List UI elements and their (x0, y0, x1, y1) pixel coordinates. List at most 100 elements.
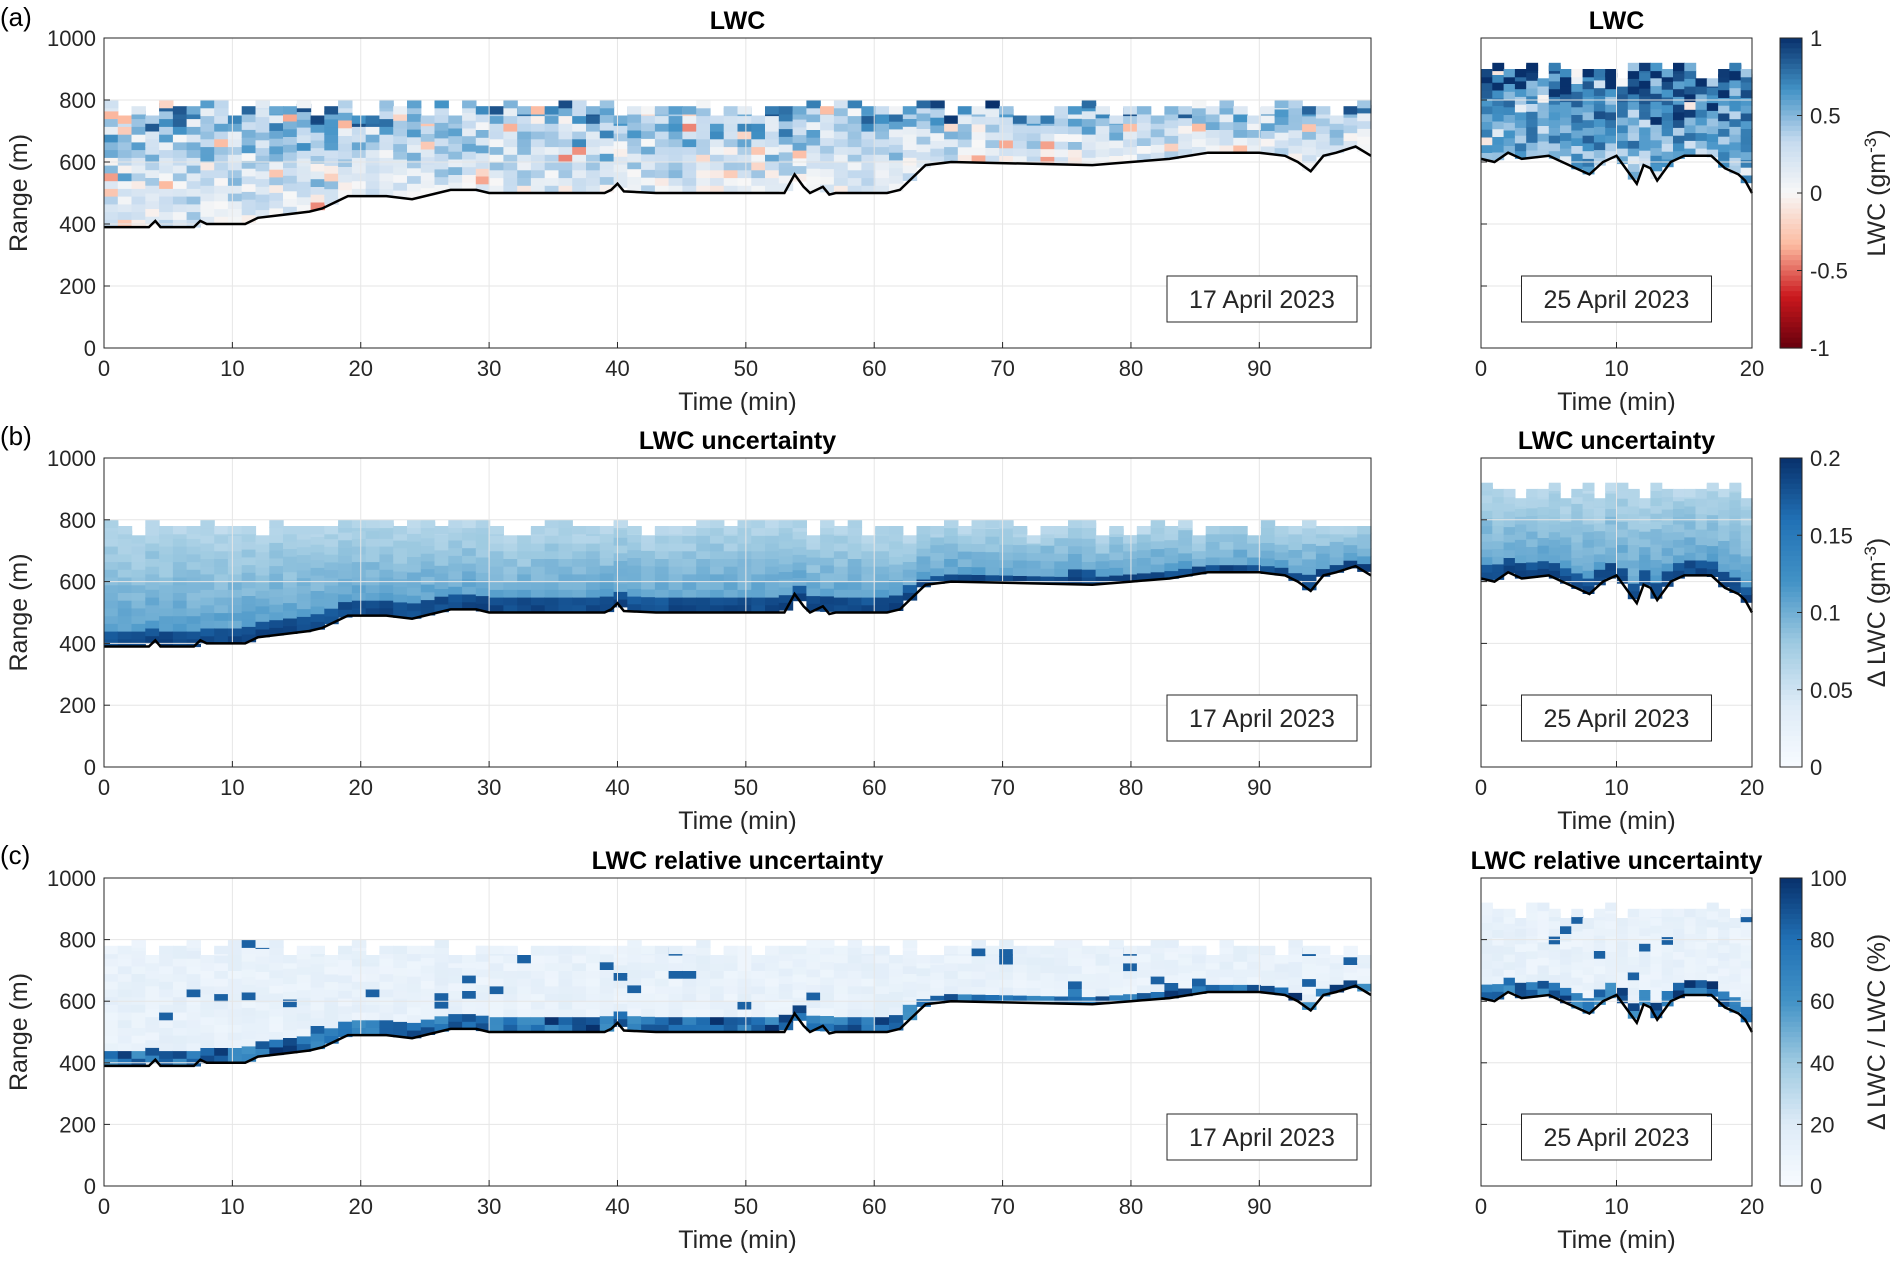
heatmap-cell (227, 978, 243, 987)
heatmap-cell (1627, 109, 1640, 118)
heatmap-cell (489, 169, 504, 179)
heatmap-cell (145, 1039, 160, 1048)
heatmap-cell (1343, 945, 1358, 955)
heatmap-cell (930, 140, 945, 149)
heatmap-cell (971, 528, 986, 537)
heatmap-cell (1136, 945, 1152, 955)
heatmap-cell (1054, 949, 1069, 958)
heatmap-cell (214, 945, 229, 955)
heatmap-cell (792, 966, 807, 975)
heatmap-cell (1571, 541, 1584, 551)
heatmap-cell (820, 992, 835, 1001)
heatmap-cell (1661, 127, 1674, 137)
heatmap-cell (186, 553, 201, 563)
heatmap-cell (806, 160, 821, 169)
heatmap-cell (875, 138, 890, 148)
heatmap-cell (1650, 528, 1663, 537)
heatmap-cell (420, 164, 436, 173)
heatmap-cell (710, 993, 725, 1002)
heatmap-cell (544, 558, 560, 567)
heatmap-cell (696, 947, 711, 956)
heatmap-cell (833, 154, 849, 163)
heatmap-cell (765, 146, 780, 155)
heatmap-cell (1582, 166, 1595, 175)
heatmap-cell (255, 963, 270, 972)
heatmap-cell (1343, 106, 1358, 115)
heatmap-cell (407, 595, 422, 604)
heatmap-cell (1109, 575, 1124, 584)
heatmap-cell (1537, 980, 1550, 989)
heatmap-cell (792, 538, 807, 548)
heatmap-cell (1219, 564, 1234, 573)
heatmap-cell (1503, 930, 1516, 940)
heatmap-cell (296, 1012, 312, 1021)
colorbar-1 (1780, 458, 1802, 768)
heatmap-cell (200, 970, 215, 979)
heatmap-cell (393, 1013, 408, 1022)
heatmap-cell (833, 589, 849, 598)
heatmap-cell (310, 139, 325, 149)
heatmap-cell (475, 968, 491, 978)
heatmap-cell (1684, 979, 1697, 988)
heatmap-cell (283, 144, 298, 153)
heatmap-cell (503, 970, 518, 979)
heatmap-cell (599, 526, 615, 535)
x-axis-label: Time (min) (1557, 1226, 1676, 1254)
heatmap-cell (792, 126, 807, 136)
axes-frame (103, 457, 1372, 768)
heatmap-cell (379, 180, 394, 189)
heatmap-cell (1537, 148, 1550, 157)
colorbar-segment (1780, 908, 1802, 915)
heatmap-cell (1492, 128, 1505, 137)
heatmap-cell (1164, 526, 1179, 535)
heatmap-cell (613, 133, 628, 142)
heatmap-cell (985, 519, 1000, 529)
heatmap-cell (117, 988, 133, 998)
heatmap-cell (916, 998, 931, 1007)
heatmap-cell (1343, 964, 1358, 973)
heatmap-cell (875, 604, 890, 614)
heatmap-cell (985, 963, 1000, 972)
heatmap-cell (778, 952, 794, 961)
heatmap-cell (1593, 553, 1606, 563)
heatmap-cell (117, 141, 133, 151)
heatmap-cell (806, 961, 821, 970)
heatmap-cell (517, 581, 532, 590)
heatmap-cell (902, 981, 918, 990)
heatmap-cell (889, 121, 904, 130)
heatmap-cell (654, 185, 670, 194)
heatmap-cell (117, 165, 133, 174)
heatmap-cell (572, 962, 587, 971)
heatmap-cell (1729, 973, 1742, 982)
heatmap-cell (778, 579, 794, 588)
heatmap-cell (1514, 928, 1527, 937)
heatmap-cell (1481, 121, 1493, 130)
heatmap-cell (599, 969, 615, 978)
heatmap-cell (393, 1021, 408, 1030)
heatmap-cell (227, 939, 243, 948)
heatmap-cell (1026, 568, 1042, 577)
heatmap-cell (1081, 958, 1097, 967)
heatmap-cell (572, 573, 587, 583)
heatmap-cell (117, 1035, 133, 1044)
heatmap-cell (1302, 123, 1317, 132)
heatmap-cell (324, 973, 339, 983)
heatmap-cell (269, 207, 284, 217)
heatmap-cell (1274, 108, 1289, 118)
heatmap-cell (1514, 96, 1527, 105)
heatmap-cell (875, 123, 890, 132)
heatmap-cell (544, 169, 560, 179)
heatmap-cell (255, 186, 270, 195)
heatmap-cell (641, 604, 656, 613)
x-tick-label: 0 (1475, 775, 1487, 800)
heatmap-cell (723, 589, 739, 598)
heatmap-cell (1164, 974, 1179, 983)
heatmap-cell (324, 530, 339, 540)
heatmap-cell (310, 621, 325, 630)
heatmap-cell (324, 1004, 339, 1013)
heatmap-cell (1729, 492, 1742, 501)
heatmap-cell (765, 550, 780, 559)
heatmap-cell (1571, 137, 1584, 146)
heatmap-cell (889, 968, 904, 977)
